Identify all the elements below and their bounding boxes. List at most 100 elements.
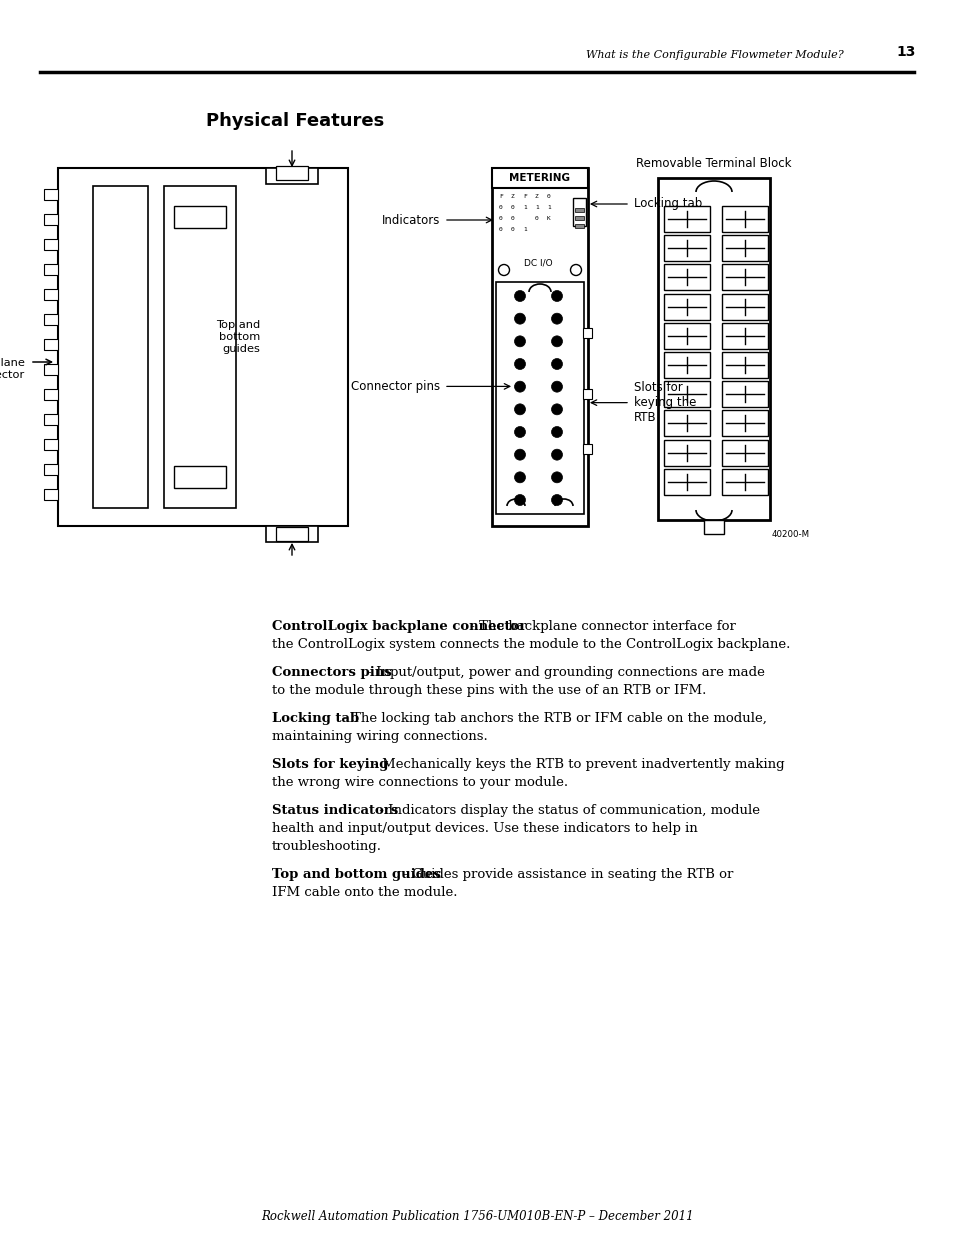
Bar: [721, 206, 767, 232]
Bar: [575, 216, 583, 220]
Bar: [721, 410, 767, 436]
Bar: [721, 322, 767, 348]
Text: Slots for keying: Slots for keying: [272, 758, 388, 771]
Bar: [173, 206, 226, 228]
Circle shape: [514, 450, 525, 461]
Circle shape: [514, 358, 525, 369]
Text: 1: 1: [535, 205, 538, 210]
Bar: [663, 235, 709, 261]
Bar: [164, 186, 235, 508]
Text: health and input/output devices. Use these indicators to help in: health and input/output devices. Use the…: [272, 823, 697, 835]
Text: 0: 0: [535, 216, 538, 221]
Text: to the module through these pins with the use of an RTB or IFM.: to the module through these pins with th…: [272, 684, 705, 697]
Text: - The backplane connector interface for: - The backplane connector interface for: [465, 620, 735, 634]
Bar: [492, 168, 587, 526]
Bar: [44, 338, 58, 350]
Text: Z: Z: [511, 194, 515, 199]
Text: 0: 0: [498, 216, 502, 221]
Text: Locking tab: Locking tab: [634, 198, 701, 210]
Text: 40200-M: 40200-M: [771, 530, 809, 538]
Circle shape: [551, 404, 562, 415]
Text: Indicators: Indicators: [381, 214, 439, 226]
Text: the wrong wire connections to your module.: the wrong wire connections to your modul…: [272, 776, 568, 789]
Bar: [44, 364, 58, 375]
Text: - The locking tab anchors the RTB or IFM cable on the module,: - The locking tab anchors the RTB or IFM…: [338, 713, 765, 725]
Bar: [44, 289, 58, 300]
Circle shape: [514, 336, 525, 347]
Text: troubleshooting.: troubleshooting.: [272, 840, 381, 853]
Bar: [44, 314, 58, 325]
Text: maintaining wiring connections.: maintaining wiring connections.: [272, 730, 487, 743]
Bar: [266, 168, 317, 184]
Bar: [492, 168, 587, 188]
Text: Connectors pins: Connectors pins: [272, 666, 392, 679]
Text: - Input/output, power and grounding connections are made: - Input/output, power and grounding conn…: [362, 666, 763, 679]
Bar: [575, 224, 583, 228]
Text: Physical Features: Physical Features: [206, 112, 384, 130]
Bar: [663, 322, 709, 348]
Circle shape: [551, 494, 562, 505]
Circle shape: [551, 290, 562, 301]
Bar: [575, 207, 583, 212]
Bar: [44, 264, 58, 275]
Text: 0: 0: [498, 227, 502, 232]
Circle shape: [514, 382, 525, 393]
Text: 0: 0: [511, 205, 515, 210]
Bar: [173, 466, 226, 488]
Bar: [663, 440, 709, 466]
Bar: [721, 235, 767, 261]
Text: Rockwell Automation Publication 1756-UM010B-EN-P – December 2011: Rockwell Automation Publication 1756-UM0…: [260, 1210, 693, 1223]
Text: Top and bottom guides: Top and bottom guides: [272, 868, 440, 881]
Bar: [266, 526, 317, 542]
Bar: [573, 198, 585, 226]
Bar: [582, 445, 592, 454]
Text: Z: Z: [535, 194, 538, 199]
Bar: [663, 294, 709, 320]
Text: 13: 13: [896, 44, 915, 59]
Bar: [663, 469, 709, 495]
Bar: [663, 410, 709, 436]
Bar: [44, 489, 58, 500]
Text: 0: 0: [498, 205, 502, 210]
Text: - Mechanically keys the RTB to prevent inadvertently making: - Mechanically keys the RTB to prevent i…: [369, 758, 783, 771]
Bar: [721, 352, 767, 378]
Bar: [721, 264, 767, 290]
Text: DC I/O: DC I/O: [523, 258, 552, 267]
Text: 0: 0: [511, 216, 515, 221]
Circle shape: [551, 358, 562, 369]
Circle shape: [514, 314, 525, 324]
Circle shape: [514, 426, 525, 437]
Text: 1: 1: [522, 227, 526, 232]
Text: What is the Configurable Flowmeter Module?: What is the Configurable Flowmeter Modul…: [586, 49, 843, 61]
Text: the ControlLogix system connects the module to the ControlLogix backplane.: the ControlLogix system connects the mod…: [272, 638, 789, 651]
Text: METERING: METERING: [509, 173, 570, 183]
Bar: [721, 294, 767, 320]
Text: Locking tab: Locking tab: [272, 713, 359, 725]
Text: Top and
bottom
guides: Top and bottom guides: [215, 320, 260, 353]
Circle shape: [514, 472, 525, 483]
Circle shape: [551, 336, 562, 347]
Bar: [703, 520, 723, 534]
Bar: [721, 469, 767, 495]
Text: F: F: [522, 194, 526, 199]
Bar: [496, 282, 583, 514]
Text: Removable Terminal Block: Removable Terminal Block: [636, 157, 791, 170]
Bar: [44, 438, 58, 450]
Circle shape: [514, 494, 525, 505]
Text: ControlLogix backplane
connector: ControlLogix backplane connector: [0, 358, 25, 379]
Circle shape: [551, 426, 562, 437]
Text: K: K: [546, 216, 550, 221]
Text: Connector pins: Connector pins: [351, 380, 439, 393]
Bar: [663, 264, 709, 290]
Bar: [44, 214, 58, 225]
Bar: [275, 527, 308, 541]
Circle shape: [514, 404, 525, 415]
Bar: [663, 352, 709, 378]
Bar: [44, 389, 58, 400]
Bar: [44, 240, 58, 249]
Bar: [663, 382, 709, 408]
Text: 1: 1: [546, 205, 550, 210]
Bar: [663, 206, 709, 232]
Bar: [44, 464, 58, 475]
Text: 1: 1: [522, 205, 526, 210]
